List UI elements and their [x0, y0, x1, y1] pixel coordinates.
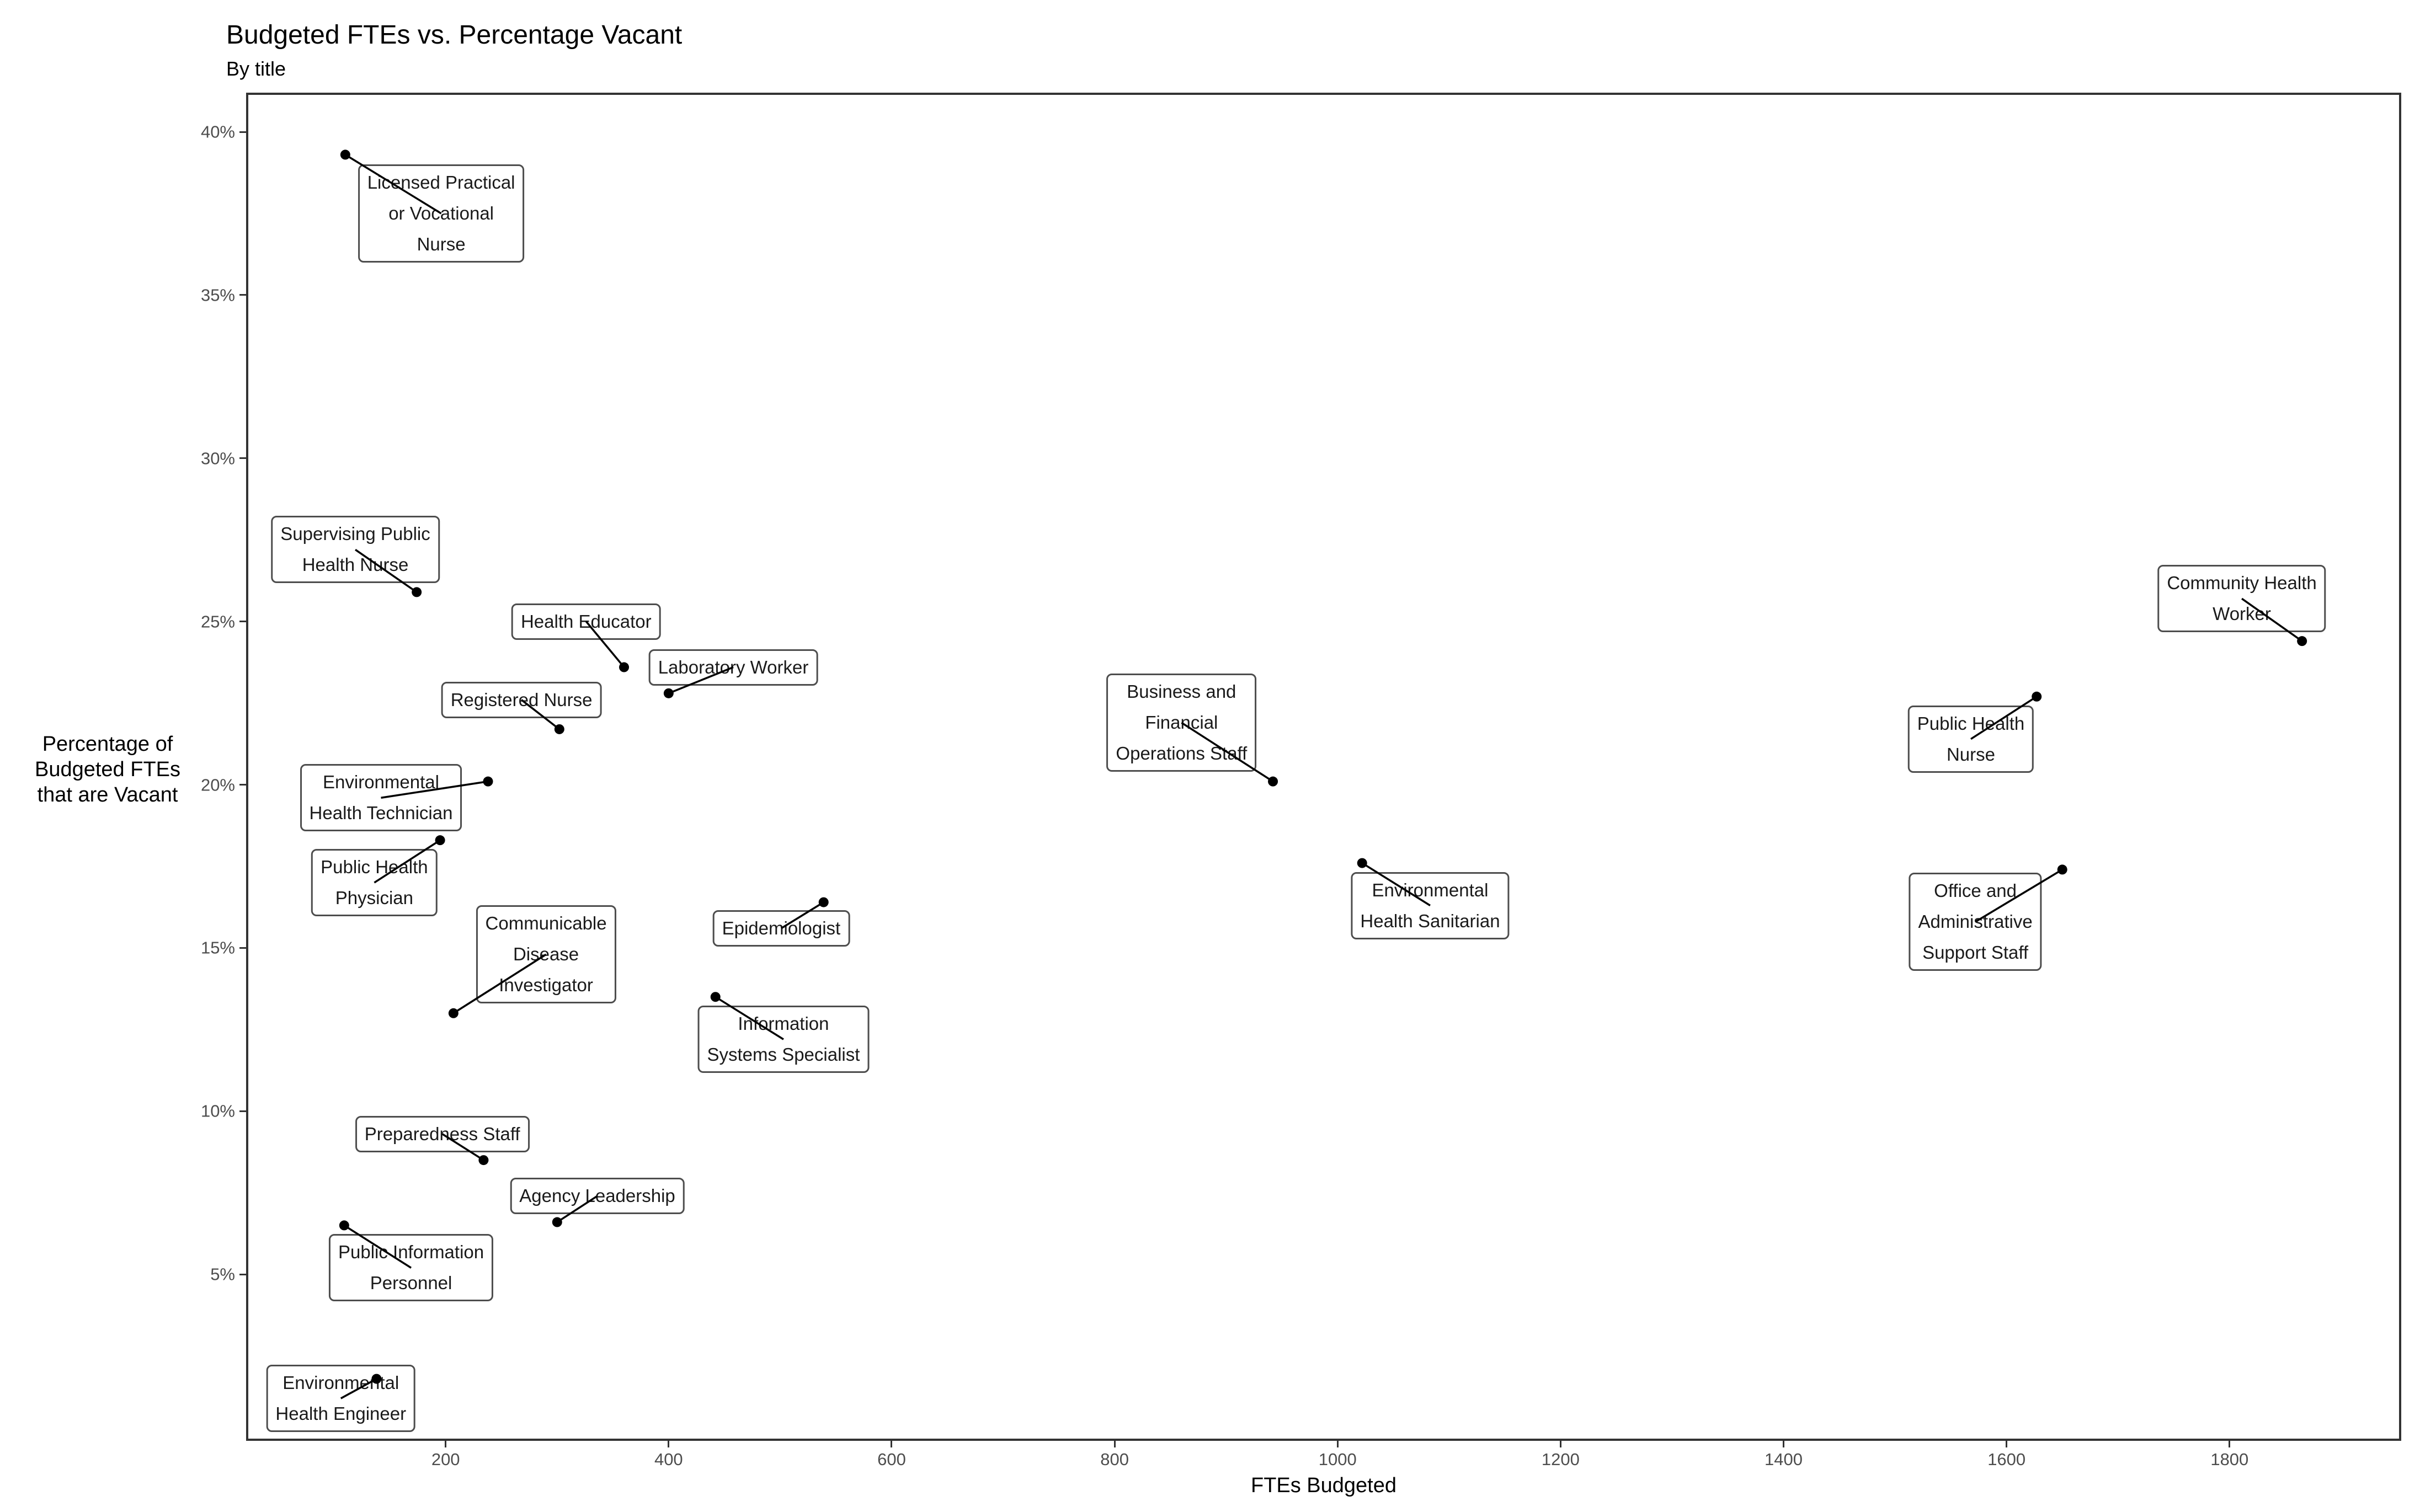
- data-point: [2057, 864, 2067, 875]
- leader-line: [452, 953, 547, 1014]
- point-label-box: Health Educator: [511, 603, 661, 640]
- data-point: [339, 1220, 349, 1231]
- leader-line: [715, 996, 784, 1040]
- x-tick-label: 1200: [1541, 1450, 1580, 1469]
- y-tick-label: 25%: [200, 612, 235, 632]
- leader-line: [344, 153, 442, 215]
- y-tick-label: 40%: [200, 122, 235, 142]
- y-tick-label: 20%: [200, 775, 235, 795]
- plot-panel: [246, 93, 2401, 1441]
- x-tick-mark: [1336, 1441, 1339, 1447]
- point-label-box: Office and Administrative Support Staff: [1909, 873, 2042, 971]
- y-tick-label: 30%: [200, 448, 235, 468]
- x-tick-mark: [1783, 1441, 1785, 1447]
- y-tick-label: 10%: [200, 1101, 235, 1121]
- data-point: [448, 1008, 459, 1018]
- leader-line: [1181, 722, 1274, 783]
- x-tick-mark: [1113, 1441, 1116, 1447]
- x-tick-mark: [2229, 1441, 2231, 1447]
- data-point: [2032, 691, 2042, 702]
- x-tick-label: 800: [1100, 1450, 1129, 1469]
- y-tick-mark: [239, 294, 246, 296]
- chart-title: Budgeted FTEs vs. Percentage Vacant: [226, 20, 683, 50]
- x-tick-mark: [1559, 1441, 1561, 1447]
- point-label-box: Environmental Health Sanitarian: [1351, 872, 1510, 939]
- data-point: [412, 587, 422, 597]
- data-point: [552, 1217, 562, 1227]
- y-tick-mark: [239, 1110, 246, 1112]
- chart-subtitle: By title: [226, 57, 286, 80]
- leader-line: [2241, 597, 2303, 642]
- y-tick-label: 5%: [210, 1264, 235, 1284]
- leader-line: [781, 901, 824, 929]
- x-tick-label: 1800: [2210, 1450, 2249, 1469]
- data-point: [554, 724, 564, 734]
- x-tick-mark: [445, 1441, 447, 1447]
- x-tick-mark: [2006, 1441, 2008, 1447]
- point-label-box: Registered Nurse: [441, 681, 602, 718]
- y-tick-mark: [239, 947, 246, 949]
- leader-line: [1975, 868, 2063, 923]
- point-label-box: Public Health Nurse: [1907, 705, 2034, 773]
- y-tick-mark: [239, 131, 246, 133]
- leader-line: [585, 621, 625, 668]
- y-axis-title: Percentage of Budgeted FTEs that are Vac…: [34, 733, 181, 806]
- leader-line: [381, 780, 488, 799]
- leader-line: [355, 549, 418, 593]
- leader-line: [340, 1378, 377, 1399]
- y-tick-label: 15%: [200, 938, 235, 958]
- y-tick-mark: [239, 784, 246, 786]
- leader-line: [556, 1195, 598, 1223]
- leader-line: [374, 839, 441, 884]
- point-label-box: Epidemiologist: [712, 910, 850, 947]
- y-tick-mark: [239, 621, 246, 623]
- data-point: [340, 149, 350, 160]
- data-point: [371, 1374, 382, 1384]
- x-tick-label: 1400: [1765, 1450, 1803, 1469]
- x-tick-label: 1600: [1987, 1450, 2026, 1469]
- leader-line: [668, 666, 734, 694]
- y-tick-label: 35%: [200, 285, 235, 305]
- data-point: [483, 776, 493, 787]
- x-tick-label: 1000: [1318, 1450, 1357, 1469]
- y-tick-mark: [239, 1273, 246, 1275]
- data-point: [619, 662, 630, 672]
- data-point: [1357, 858, 1367, 868]
- point-label-box: Environmental Health Engineer: [266, 1365, 416, 1433]
- x-tick-mark: [668, 1441, 670, 1447]
- x-tick-label: 600: [877, 1450, 906, 1469]
- point-label-box: Preparedness Staff: [355, 1115, 530, 1152]
- point-label-box: Agency Leadership: [510, 1178, 685, 1215]
- point-label-box: Environmental Health Technician: [300, 764, 462, 832]
- data-point: [435, 835, 445, 846]
- leader-line: [1361, 862, 1431, 906]
- x-axis-title: FTEs Budgeted: [1250, 1474, 1397, 1497]
- leader-line: [441, 1133, 484, 1161]
- data-point: [663, 688, 674, 698]
- data-point: [1268, 776, 1278, 787]
- data-point: [2297, 636, 2307, 647]
- x-tick-label: 400: [654, 1450, 683, 1469]
- data-point: [478, 1155, 489, 1166]
- x-tick-label: 200: [431, 1450, 460, 1469]
- leader-line: [1970, 696, 2038, 740]
- leader-line: [521, 699, 560, 730]
- x-tick-mark: [891, 1441, 893, 1447]
- point-label-box: Licensed Practical or Vocational Nurse: [358, 164, 525, 263]
- point-label-box: Supervising Public Health Nurse: [271, 516, 440, 584]
- y-tick-mark: [239, 457, 246, 460]
- leader-line: [343, 1224, 412, 1269]
- data-point: [710, 992, 721, 1002]
- point-label-box: Information Systems Specialist: [697, 1006, 870, 1073]
- point-label-box: Community Health Worker: [2157, 565, 2326, 633]
- data-point: [818, 897, 829, 907]
